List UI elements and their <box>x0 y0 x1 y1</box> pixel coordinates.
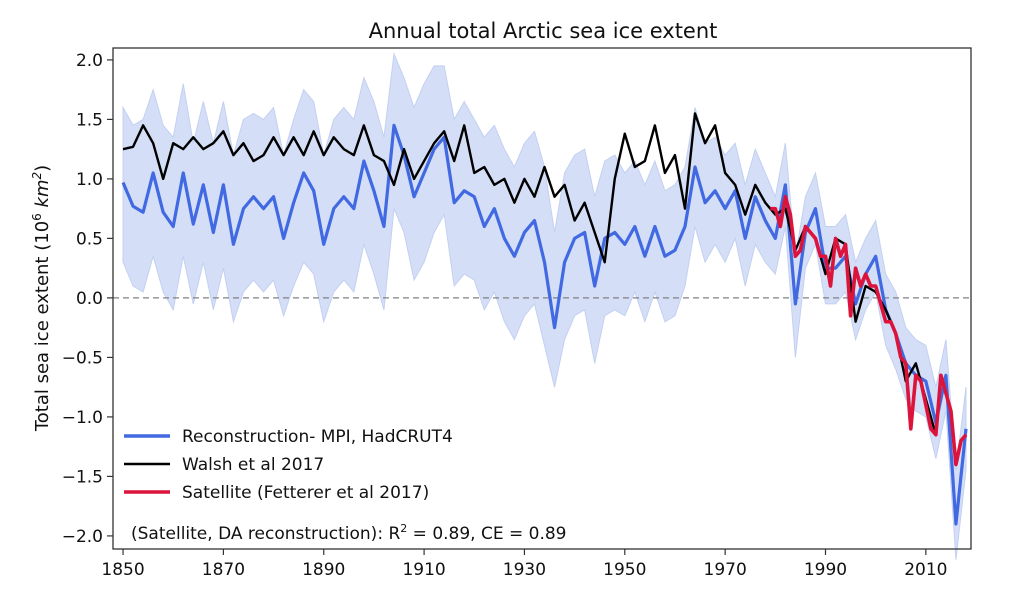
x-tick-label: 1990 <box>804 560 847 580</box>
x-tick-label: 1890 <box>302 560 345 580</box>
x-tick-label: 1870 <box>202 560 245 580</box>
legend-label-walsh: Walsh et al 2017 <box>182 455 324 475</box>
y-axis-label-unit-sup: 2 <box>30 172 44 180</box>
y-axis-label-close: ) <box>32 165 53 172</box>
walsh-line <box>122 112 938 436</box>
y-axis-label-unit: km <box>32 180 53 208</box>
chart-title: Annual total Arctic sea ice extent <box>369 19 718 43</box>
reconstruction-line <box>121 123 968 526</box>
y-tick-label: −2.0 <box>62 527 103 547</box>
legend-label-reconstruction: Reconstruction- MPI, HadCRUT4 <box>182 427 453 447</box>
satellite-line <box>770 194 968 467</box>
y-axis-label-sup: 6 <box>30 213 44 221</box>
y-axis-label: Total sea ice extent (106 km2) <box>30 165 53 432</box>
y-tick-label: 1.0 <box>76 170 103 190</box>
y-tick-label: −1.5 <box>62 467 103 487</box>
y-tick-label: 0.5 <box>76 229 103 249</box>
y-tick-label: −0.5 <box>62 348 103 368</box>
stats-annotation: (Satellite, DA reconstruction): R2 = 0.8… <box>131 522 567 544</box>
legend: Reconstruction- MPI, HadCRUT4 Walsh et a… <box>124 427 453 503</box>
y-axis-label-main: Total sea ice extent (10 <box>32 221 53 432</box>
y-tick-label: 0.0 <box>76 289 103 309</box>
svg-text:Total sea ice extent (106 km2): Total sea ice extent (106 km2) <box>30 165 53 432</box>
uncertainty-band <box>122 52 967 560</box>
y-tick-label: 1.5 <box>76 110 103 130</box>
x-tick-label: 2010 <box>904 560 947 580</box>
x-tick-label: 1970 <box>704 560 747 580</box>
y-tick-label: 2.0 <box>76 51 103 71</box>
y-tick-label: −1.0 <box>62 408 103 428</box>
x-tick-label: 1930 <box>503 560 546 580</box>
x-tick-label: 1950 <box>603 560 646 580</box>
legend-label-satellite: Satellite (Fetterer et al 2017) <box>182 483 429 503</box>
x-tick-label: 1850 <box>101 560 144 580</box>
x-tick-label: 1910 <box>402 560 445 580</box>
